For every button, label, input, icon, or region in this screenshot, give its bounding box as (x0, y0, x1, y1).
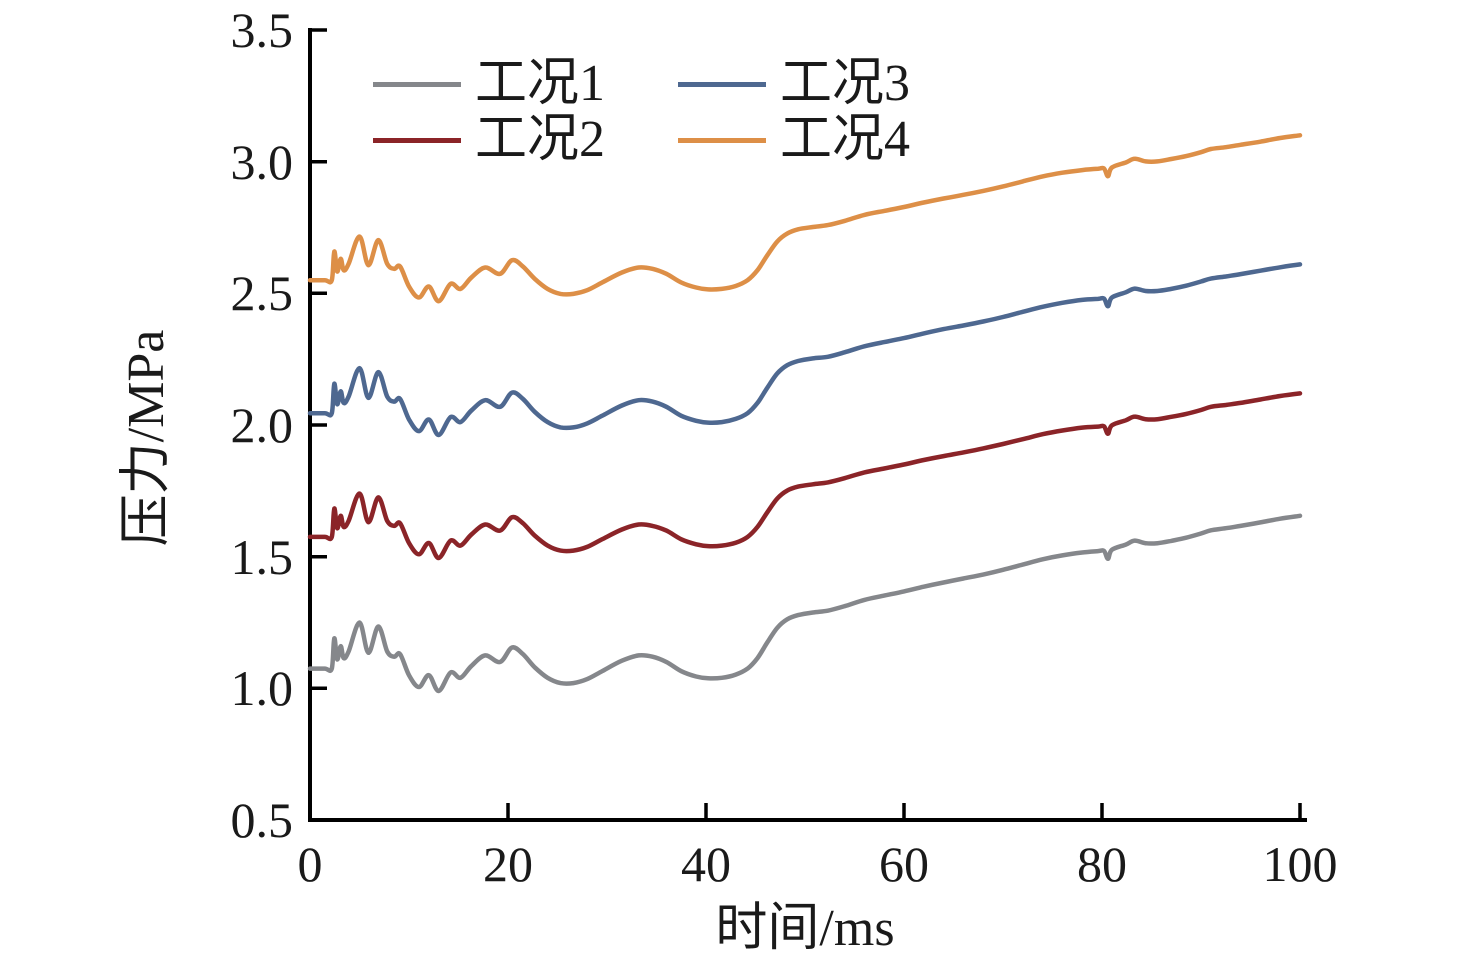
y-tick-label: 3.5 (230, 2, 294, 58)
y-tick-label: 1.5 (230, 529, 294, 585)
y-tick-label: 3.0 (230, 134, 294, 190)
legend-entry-case1: 工况1 (373, 54, 605, 114)
x-tick-label: 60 (879, 836, 929, 892)
y-tick-label: 2.5 (230, 265, 294, 321)
x-tick-label: 80 (1077, 836, 1127, 892)
legend-label-case2: 工况2 (475, 111, 606, 168)
x-tick-label: 20 (483, 836, 533, 892)
legend-line-swatch-case1 (373, 81, 461, 87)
x-tick-label: 40 (681, 836, 731, 892)
series-line-1 (307, 513, 1303, 694)
series-line-4 (307, 133, 1303, 304)
y-tick-label: 0.5 (230, 792, 294, 848)
x-tick-label: 100 (1262, 836, 1338, 892)
legend-label-case1: 工况1 (475, 55, 606, 112)
legend-line-swatch-case4 (678, 137, 766, 143)
x-axis-title: 时间/ms (715, 900, 895, 957)
legend-entry-case2: 工况2 (373, 110, 605, 170)
y-axis-title: 压力/MPa (118, 329, 175, 547)
series-line-2 (307, 391, 1303, 561)
legend-label-case3: 工况3 (780, 55, 911, 112)
series-line-3 (307, 262, 1303, 438)
legend-entry-case4: 工况4 (678, 110, 910, 170)
x-tick-label: 0 (297, 836, 323, 892)
y-tick-label: 2.0 (230, 397, 294, 453)
legend-line-swatch-case3 (678, 81, 766, 87)
legend-line-swatch-case2 (373, 137, 461, 143)
legend-entry-case3: 工况3 (678, 54, 910, 114)
legend-label-case4: 工况4 (780, 111, 911, 168)
y-tick-label: 1.0 (230, 660, 294, 716)
